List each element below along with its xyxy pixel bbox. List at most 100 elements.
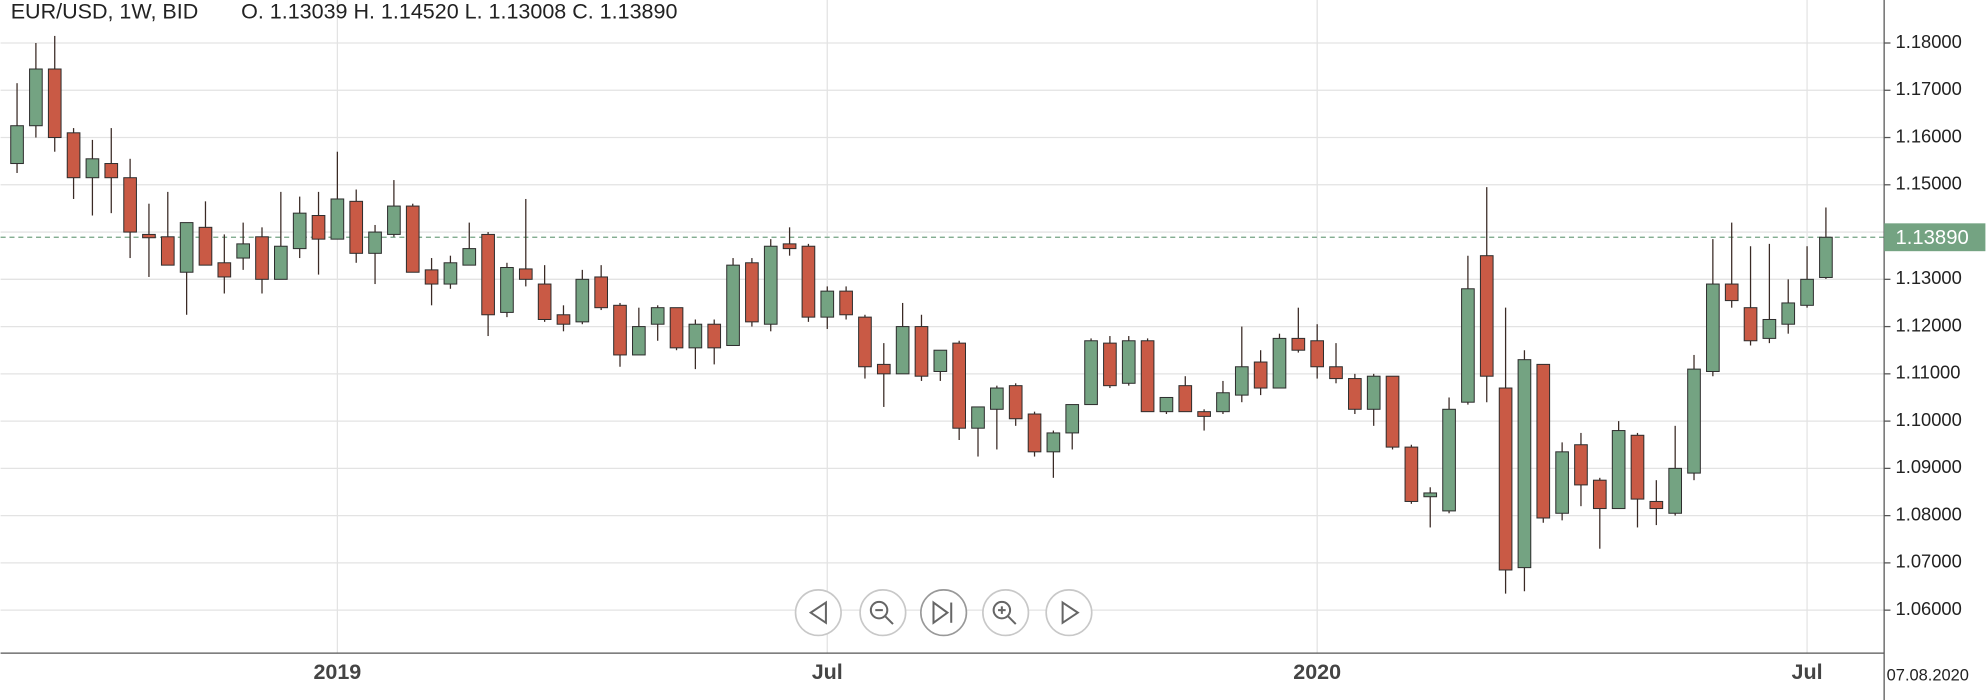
candle-body [537,283,552,320]
candle-body [66,132,81,179]
candle-body [1027,413,1042,453]
candle-body [1479,255,1494,377]
y-tick-label: 1.07000 [1896,551,1962,572]
candle-body [1140,340,1155,413]
zoom-out-button[interactable] [859,589,907,637]
candle-body [462,248,477,266]
x-tick-label: 2020 [1293,660,1341,684]
candle-body [424,269,439,285]
x-tick-label: 2019 [313,660,361,684]
candle-body [669,307,684,349]
candle-body [1084,340,1098,406]
candle-body [179,222,194,273]
candle-body [726,264,740,346]
candle-body [29,68,43,127]
candle-body [160,236,175,266]
candle-body [820,290,835,318]
scroll-right-button[interactable] [1045,589,1093,637]
y-tick-label: 1.06000 [1896,598,1962,619]
candle-body [1461,288,1475,403]
candle-body [1121,340,1136,384]
candle-body [1611,430,1626,510]
y-tick-label: 1.13000 [1896,267,1962,288]
y-tick-label: 1.08000 [1896,503,1962,524]
candle-body [707,323,722,349]
navigation-buttons [794,589,1093,637]
date-label: 07.08.2020 [1887,666,1969,684]
candle-body [1272,337,1287,389]
candle-body [952,342,967,429]
y-tick-label: 1.16000 [1896,125,1962,146]
candle-body [368,231,382,254]
reset-button[interactable] [920,589,968,637]
candle-body [500,266,514,313]
candle-body [236,243,250,259]
y-tick-label: 1.11000 [1896,362,1961,383]
candle-body [1517,359,1532,569]
candle-body [839,290,853,316]
scroll-left-button[interactable] [794,589,842,637]
candle-body [1046,432,1061,453]
candle-body [1442,408,1456,512]
candle-body [914,326,929,377]
candle-body [1649,500,1664,510]
candle-body [1103,342,1117,387]
y-tick-label: 1.15000 [1896,173,1962,194]
plot-area [0,0,1885,654]
candle-body [1197,411,1211,417]
candle-body [1781,302,1796,325]
y-tick-label: 1.17000 [1896,78,1962,99]
candle-body [387,205,401,235]
candle-body [763,245,778,325]
candle-body [47,68,62,139]
candle-body [1819,236,1833,278]
candle-body [876,363,891,375]
candle-body [10,125,24,165]
candle-body [971,406,985,429]
candle-body [895,326,910,375]
candle-body [1291,337,1306,351]
candle-body [1592,479,1607,510]
candle-body [745,262,759,323]
ohlc-legend: O. 1.13039 H. 1.14520 L. 1.13008 C. 1.13… [241,0,677,23]
candle-body [292,212,307,250]
candle-body [518,268,533,280]
candle-body [443,262,458,285]
candle-body [330,198,345,240]
candle-body [481,233,495,316]
last-price-label: 1.13890 [1896,227,1969,249]
candle-body [1498,387,1513,571]
zoom-in-button[interactable] [982,589,1030,637]
candle-body [123,177,137,233]
candle-body [933,349,948,372]
candle-body [1555,451,1569,514]
candle-body [632,326,646,356]
candle-body [104,163,119,179]
candle-body [1762,318,1777,339]
candle-body [1008,385,1023,420]
candle-body [801,245,816,318]
candle-body [1234,366,1249,396]
candle-body [613,304,627,356]
candle-body [1404,446,1419,502]
candle-body [688,323,703,349]
candle-body [85,158,100,179]
x-tick-label: Jul [812,660,843,684]
candle-body [650,307,665,325]
candle-body [274,245,288,280]
candle-body [142,233,156,239]
candle-body [1743,307,1758,342]
candle-body [1630,434,1645,500]
candle-body [594,276,608,309]
candle-body [1159,396,1174,413]
candle-body [405,205,420,273]
candle-body [1253,361,1268,389]
candle-body [217,262,232,278]
last-price-badge [1884,223,1986,252]
candle-body [1800,278,1814,306]
candle-body [1329,366,1343,380]
candle-body [1310,340,1325,368]
candle-body [1065,404,1080,434]
